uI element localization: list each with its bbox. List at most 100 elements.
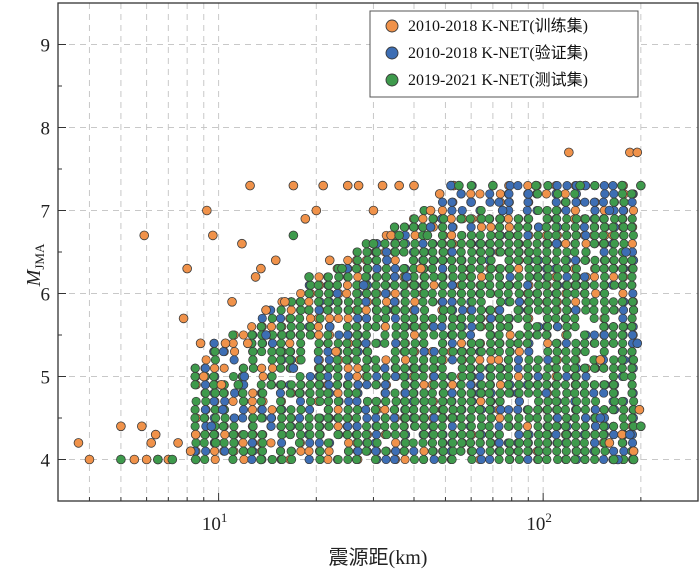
training-point	[377, 180, 388, 191]
validation-point	[247, 454, 257, 465]
validation-point	[580, 197, 590, 207]
test-point	[570, 222, 580, 232]
training-point	[380, 405, 390, 415]
test-point	[608, 405, 618, 415]
validation-point	[494, 421, 504, 431]
test-point	[562, 322, 572, 332]
validation-point	[352, 421, 362, 431]
test-point	[552, 347, 562, 357]
test-point	[619, 421, 629, 431]
test-point	[561, 430, 571, 440]
training-point	[581, 239, 591, 249]
test-point	[429, 355, 439, 365]
test-point	[617, 396, 627, 406]
test-point	[562, 230, 572, 240]
training-point	[286, 305, 296, 315]
validation-point	[627, 197, 637, 207]
validation-point	[466, 330, 476, 340]
test-point	[628, 297, 638, 307]
test-point	[495, 388, 505, 398]
test-point	[314, 288, 324, 299]
test-point	[562, 330, 572, 340]
test-point	[427, 388, 437, 398]
test-point	[296, 380, 306, 390]
training-point	[514, 347, 524, 357]
validation-point	[618, 305, 629, 315]
test-point	[448, 405, 458, 415]
test-point	[504, 446, 514, 456]
test-point	[437, 413, 447, 423]
test-point	[504, 255, 514, 265]
test-point	[551, 305, 561, 315]
validation-point	[494, 197, 504, 207]
validation-point	[314, 305, 324, 315]
training-point	[343, 313, 353, 323]
test-point	[514, 380, 524, 390]
test-point	[286, 413, 296, 423]
test-point	[323, 413, 333, 423]
training-point	[344, 438, 354, 448]
test-point	[553, 272, 563, 282]
test-point	[429, 405, 439, 415]
test-point	[551, 255, 561, 265]
test-point	[465, 363, 475, 373]
test-point	[543, 181, 553, 191]
test-point	[580, 347, 590, 357]
test-point	[419, 322, 429, 332]
test-point	[400, 380, 410, 390]
test-point	[315, 313, 325, 323]
test-point	[353, 438, 363, 448]
test-point	[476, 205, 486, 216]
test-point	[467, 446, 477, 456]
test-point	[447, 322, 457, 332]
test-point	[380, 280, 390, 290]
validation-point	[494, 438, 504, 448]
test-point	[523, 330, 533, 340]
test-point	[438, 396, 448, 406]
training-point	[182, 263, 192, 274]
test-point	[591, 446, 601, 456]
validation-point	[627, 438, 638, 448]
validation-point	[257, 313, 267, 323]
test-point	[371, 338, 381, 348]
test-point	[437, 338, 448, 348]
test-point	[543, 230, 553, 240]
test-point	[551, 380, 561, 390]
test-point	[400, 288, 410, 299]
training-point	[476, 396, 486, 406]
y-tick-label: 4	[41, 451, 51, 472]
test-point	[285, 388, 295, 398]
test-point	[239, 430, 249, 440]
test-point	[543, 413, 553, 423]
test-point	[447, 288, 457, 299]
test-point	[314, 413, 324, 423]
test-point	[418, 330, 428, 340]
test-point	[257, 430, 267, 440]
validation-point	[447, 222, 457, 232]
test-point	[381, 313, 391, 323]
test-point	[504, 454, 514, 465]
validation-point	[437, 197, 448, 207]
test-point	[457, 330, 467, 340]
training-point	[394, 180, 404, 191]
test-point	[561, 313, 571, 323]
validation-point	[632, 338, 643, 349]
validation-point	[401, 272, 412, 282]
validation-point	[485, 189, 495, 199]
training-point	[570, 205, 580, 216]
test-point	[600, 272, 610, 282]
test-point	[361, 330, 371, 340]
test-point	[437, 272, 447, 282]
test-point	[390, 421, 400, 431]
test-point	[590, 454, 600, 465]
test-point	[475, 430, 485, 440]
test-point	[542, 438, 552, 448]
test-point	[543, 363, 553, 373]
test-point	[560, 380, 570, 390]
test-point	[618, 413, 628, 423]
test-point	[532, 288, 542, 299]
test-point	[437, 255, 448, 265]
test-point	[419, 405, 429, 415]
test-point	[618, 264, 628, 274]
training-point	[230, 347, 240, 357]
